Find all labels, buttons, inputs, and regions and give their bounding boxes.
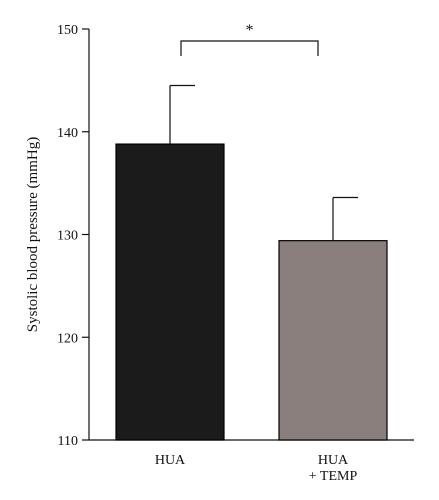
y-axis-tick-label: 110 [58, 434, 78, 449]
y-axis-tick-label: 140 [57, 126, 78, 141]
x-category-label: HUA [318, 453, 349, 468]
y-axis-label: Systolic blood pressure (mmHg) [25, 137, 41, 332]
bar-2 [278, 240, 388, 441]
x-category-label: + TEMP [309, 469, 358, 484]
significance-marker: * [246, 22, 254, 39]
x-category-label: HUA [155, 453, 186, 468]
significance-bracket [180, 40, 319, 56]
y-axis-tick-label: 130 [57, 229, 78, 244]
bar-1 [115, 143, 225, 441]
y-axis-tick-label: 120 [57, 331, 78, 346]
y-axis-tick-label: 150 [57, 23, 78, 38]
